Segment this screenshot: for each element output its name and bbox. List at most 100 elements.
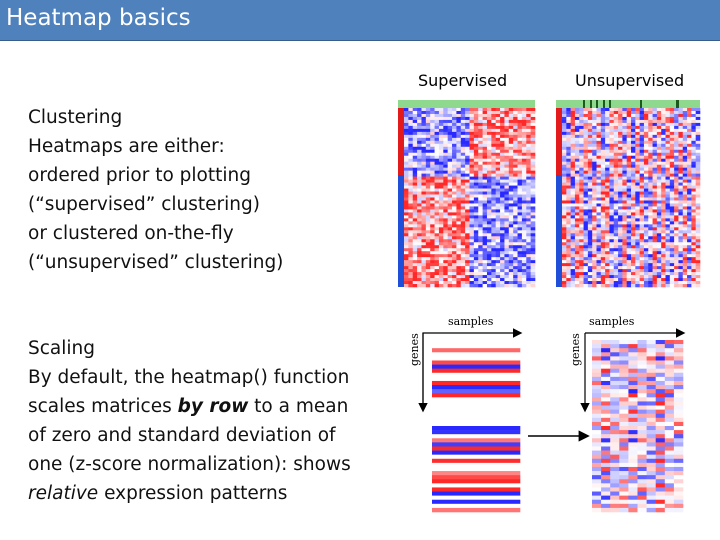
heatmap-cell	[434, 278, 440, 282]
heatmap-cell	[570, 140, 576, 145]
heatmap-cell	[430, 200, 435, 204]
heatmap-cell	[438, 221, 444, 225]
heatmap-cell	[618, 116, 623, 121]
heatmap-cell	[430, 167, 435, 171]
heatmap-cell	[656, 203, 662, 207]
heatmap-cell	[587, 278, 593, 282]
heatmap-cell	[674, 158, 679, 162]
heatmap-cell	[504, 110, 510, 115]
heatmap-cell	[425, 251, 431, 255]
heatmap-cell	[618, 128, 623, 133]
heatmap-cell	[661, 140, 666, 145]
heatmap-cell	[664, 458, 675, 464]
heatmap-cell	[631, 284, 636, 288]
heatmap-cell	[682, 149, 688, 154]
heatmap-cell	[664, 385, 675, 390]
heatmap-cell	[434, 108, 440, 112]
heatmap-cell	[583, 221, 589, 225]
heatmap-cell	[583, 176, 589, 180]
heatmap-cell	[669, 197, 675, 201]
heatmap-cell	[486, 233, 492, 237]
heatmap-cell	[469, 161, 475, 165]
heatmap-cell	[605, 176, 610, 180]
heatmap-cell	[456, 197, 462, 201]
heatmap-cell	[655, 487, 666, 492]
heatmap-cell	[669, 161, 675, 165]
heatmap-cell	[609, 108, 615, 112]
heatmap-cell	[482, 176, 488, 180]
heatmap-cell	[469, 251, 475, 255]
heatmap-cell	[613, 149, 619, 154]
heatmap-cell	[574, 212, 580, 216]
heatmap-cell	[443, 182, 448, 186]
heatmap-cell	[508, 260, 514, 264]
heatmap-cell	[574, 218, 580, 222]
heatmap-cell	[530, 191, 536, 195]
heatmap-cell	[587, 281, 593, 285]
heatmap-cell	[465, 164, 470, 168]
heatmap-cell	[669, 182, 675, 186]
heatmap-cell	[456, 191, 462, 195]
heatmap-cell	[656, 263, 662, 267]
heatmap-cell	[669, 281, 675, 285]
heatmap-cell	[619, 479, 629, 484]
heatmap-cell	[491, 176, 496, 180]
heatmap-cell	[678, 233, 684, 237]
heatmap-cell	[664, 360, 675, 365]
heatmap-cell	[504, 200, 510, 204]
heatmap-cell	[504, 218, 510, 222]
heatmap-cell	[628, 413, 638, 419]
heatmap-cell	[596, 125, 602, 130]
heatmap-cell	[508, 212, 514, 216]
heatmap-cell	[491, 170, 496, 174]
heatmap-cell	[674, 284, 679, 288]
heatmap-cell	[562, 209, 567, 213]
heatmap-cell	[631, 113, 636, 118]
heatmap-cell	[570, 203, 576, 207]
heatmap-cell	[513, 176, 518, 180]
heatmap-cell	[408, 275, 414, 279]
heatmap-cell	[682, 185, 688, 189]
heatmap-cell	[674, 260, 679, 264]
heatmap-cell	[430, 230, 435, 234]
heatmaps	[398, 100, 701, 513]
heatmap-cell	[491, 185, 496, 189]
heatmap-cell	[517, 137, 523, 142]
heatmap-cell	[619, 475, 629, 480]
heatmap-cell	[478, 236, 483, 240]
heatmap-cell	[673, 462, 684, 468]
heatmap-cell	[637, 368, 647, 374]
heatmap-cell	[628, 352, 638, 357]
heatmap-cell	[622, 257, 627, 261]
heatmap-cell	[473, 230, 479, 234]
heatmap-cell	[447, 209, 453, 213]
heatmap-cell	[664, 352, 675, 357]
heatmap-cell	[478, 182, 483, 186]
heatmap-cell	[425, 281, 431, 285]
heatmap-cell	[619, 462, 629, 468]
heatmap-cell	[691, 146, 696, 151]
heatmap-cell	[465, 227, 470, 231]
heatmap-cell	[655, 413, 666, 419]
heatmap-cell	[473, 266, 479, 270]
heatmap-cell	[438, 239, 444, 243]
heatmap-cell	[486, 218, 492, 222]
heatmap-cell	[469, 206, 475, 210]
heatmap-cell	[605, 206, 610, 210]
heatmap-cell	[648, 263, 653, 267]
heatmap-cell	[430, 236, 435, 240]
heatmap-cell	[646, 507, 656, 513]
heatmap-cell	[631, 272, 636, 276]
heatmap-cell	[482, 128, 488, 133]
heatmap-cell	[504, 230, 510, 234]
heatmap-cell	[508, 185, 514, 189]
heatmap-cell	[482, 182, 488, 186]
heatmap-cell	[443, 108, 448, 112]
heatmap-cell	[695, 194, 701, 198]
heatmap-cell	[562, 134, 567, 139]
heatmap-cell	[622, 200, 627, 204]
heatmap-cell	[408, 203, 414, 207]
heatmap-cell	[460, 191, 466, 195]
heatmap-cell	[676, 100, 679, 108]
heatmap-cell	[452, 146, 457, 151]
